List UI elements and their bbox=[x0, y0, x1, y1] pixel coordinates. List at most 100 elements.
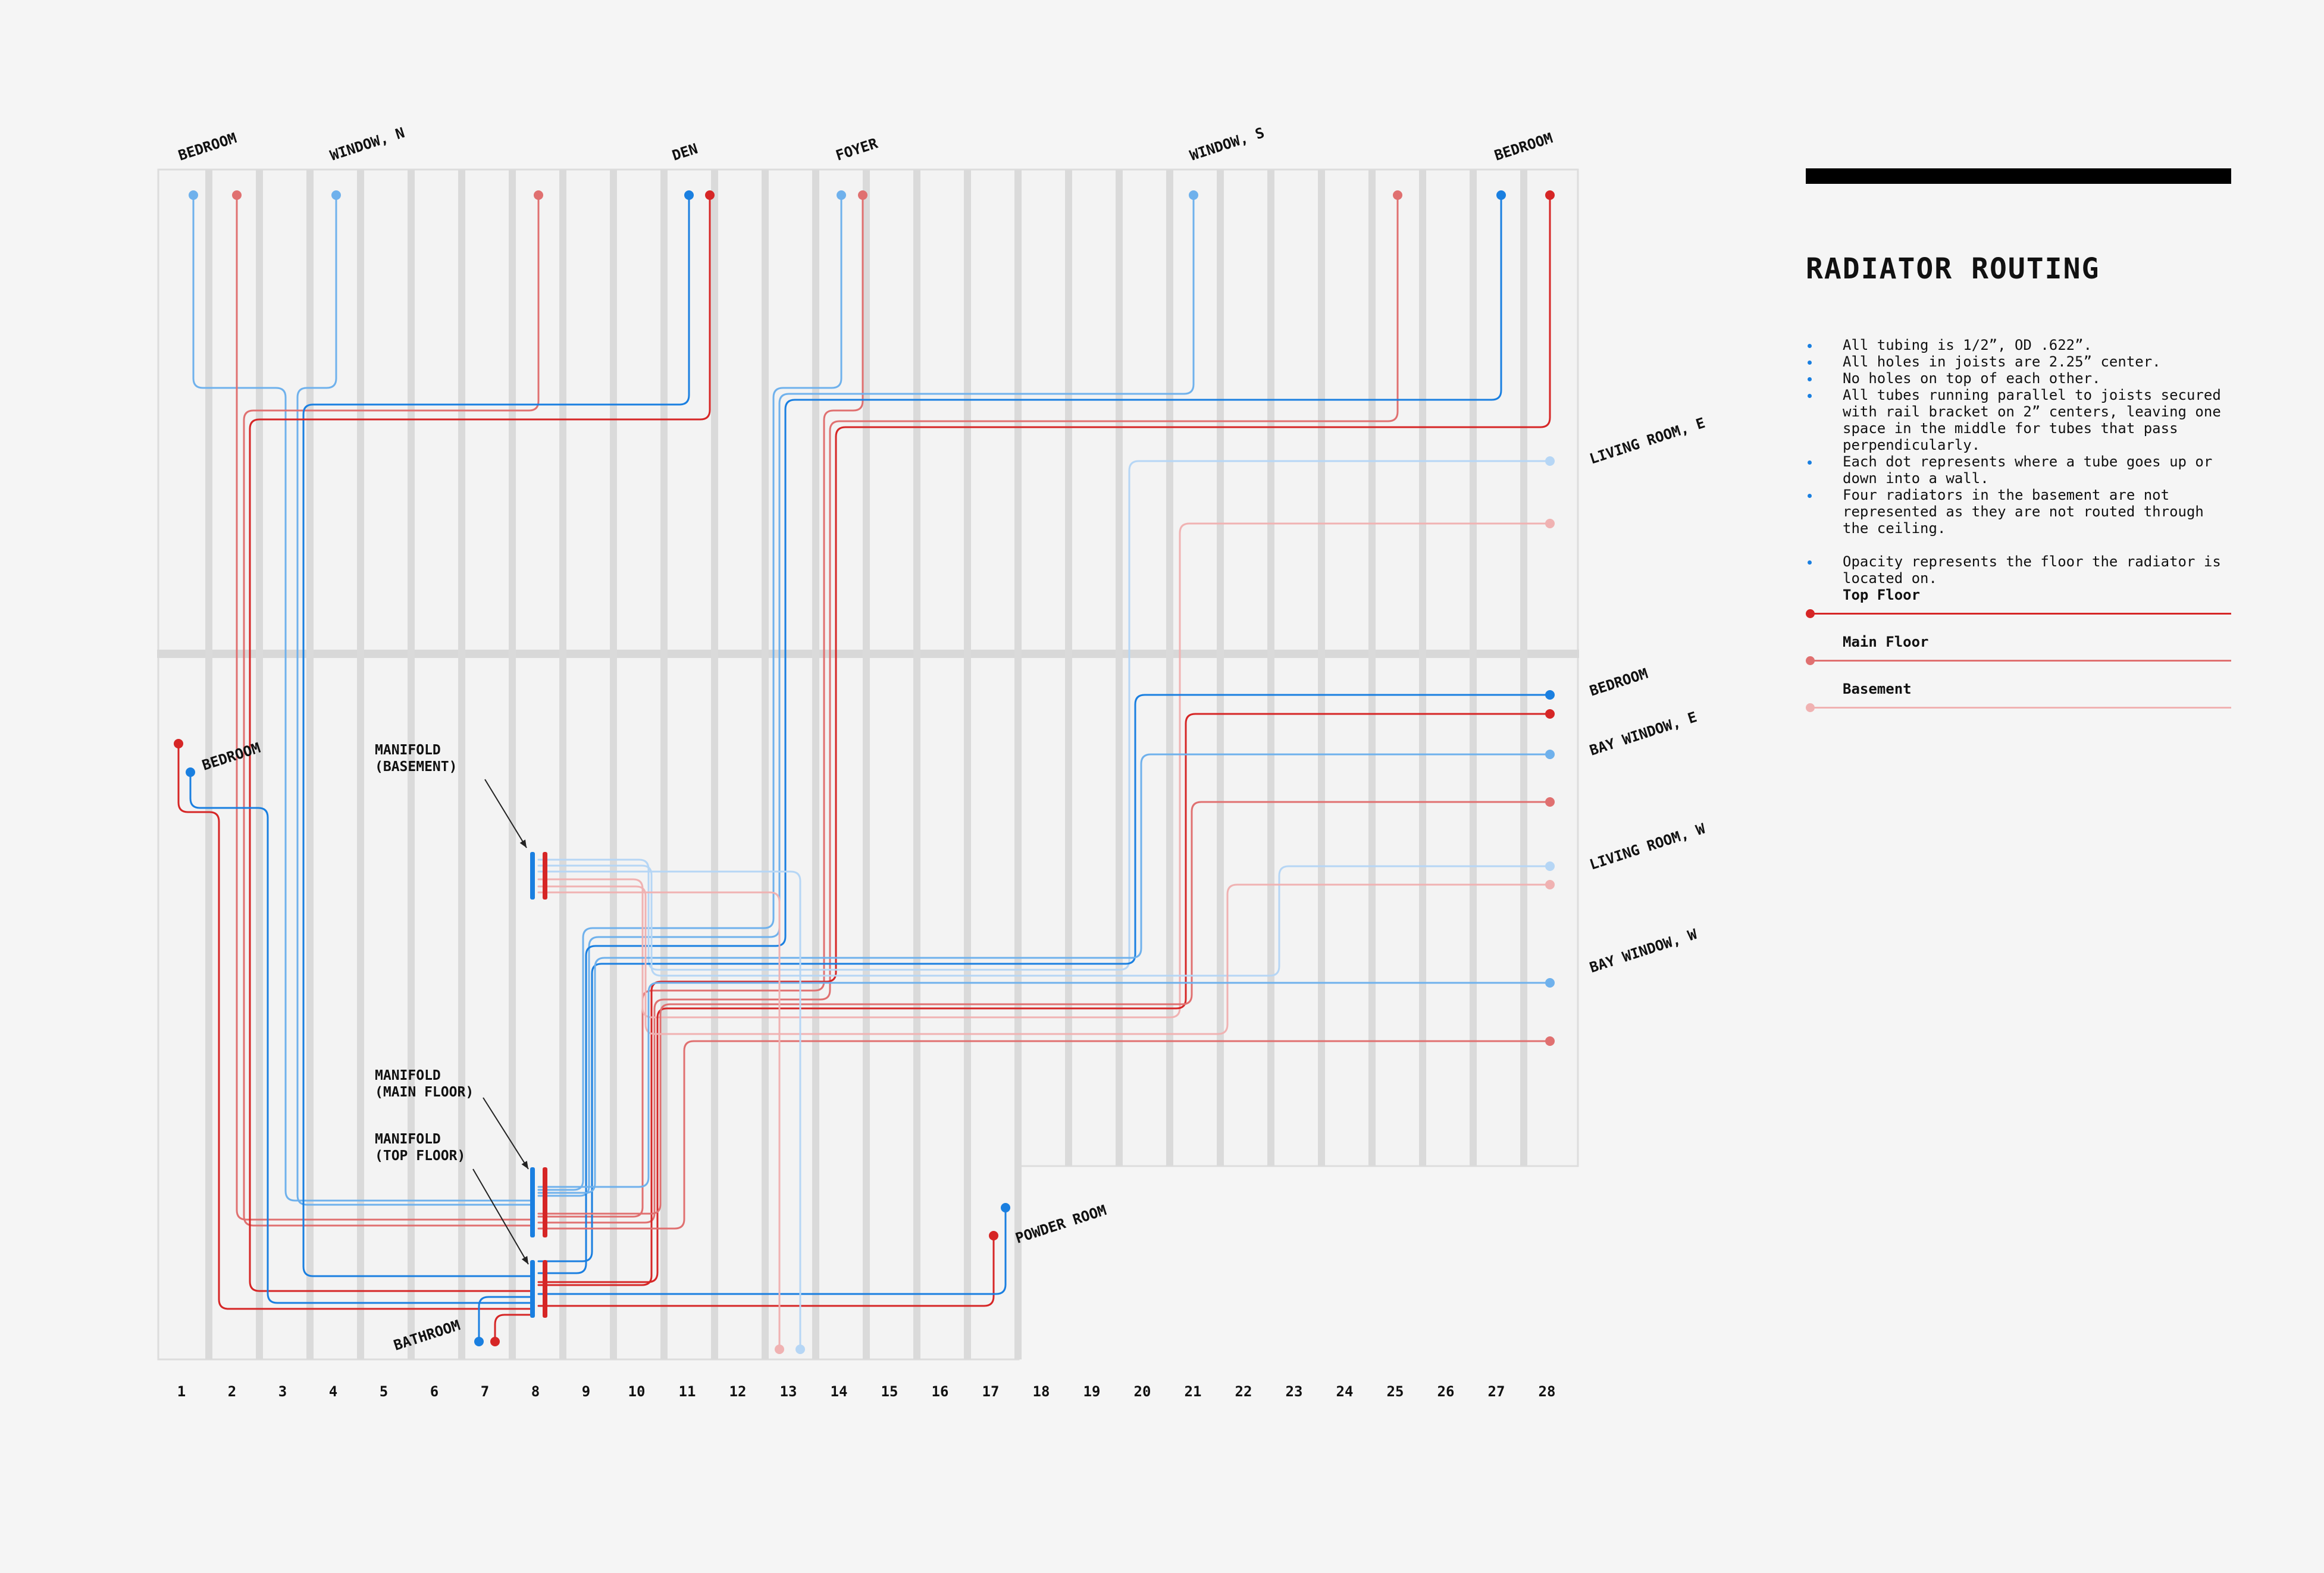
joist-number: 11 bbox=[679, 1383, 696, 1400]
joist-number: 9 bbox=[582, 1383, 590, 1400]
radiator-dot bbox=[705, 190, 715, 200]
joist-number: 27 bbox=[1488, 1383, 1505, 1400]
joist-number: 20 bbox=[1134, 1383, 1151, 1400]
joist bbox=[408, 170, 415, 1359]
room-label-bay-window-e: BAY WINDOW, E bbox=[1587, 709, 1699, 759]
note-item: All tubing is 1/2”, OD .622”. bbox=[1806, 337, 2231, 353]
radiator-dot bbox=[1496, 190, 1506, 200]
radiator-dot bbox=[1545, 880, 1555, 889]
joist-number: 8 bbox=[531, 1383, 540, 1400]
joist-number: 23 bbox=[1286, 1383, 1303, 1400]
joist bbox=[762, 170, 769, 1359]
tube bbox=[537, 460, 1551, 971]
room-label-living-room-e: LIVING ROOM, E bbox=[1587, 415, 1707, 468]
tube bbox=[537, 864, 1551, 977]
manifold-basement-return bbox=[543, 852, 547, 900]
tube bbox=[494, 1314, 534, 1343]
note-item: Opacity represents the floor the radiato… bbox=[1806, 553, 2231, 587]
tube bbox=[537, 883, 1551, 1035]
radiator-dot bbox=[1545, 861, 1555, 871]
tube bbox=[537, 801, 1551, 1215]
tube bbox=[249, 194, 711, 1292]
key-basement: Basement bbox=[1806, 681, 2231, 728]
tube bbox=[537, 194, 864, 1218]
tube bbox=[537, 870, 801, 1350]
key-label: Top Floor bbox=[1843, 587, 1921, 603]
key-dot bbox=[1806, 609, 1815, 618]
tube bbox=[537, 713, 1551, 1283]
radiator-dot bbox=[534, 190, 543, 200]
joist-number: 21 bbox=[1185, 1383, 1202, 1400]
radiator-dot bbox=[331, 190, 341, 200]
radiator-dot bbox=[1001, 1203, 1010, 1212]
joist-number: 13 bbox=[780, 1383, 797, 1400]
joist-number: 3 bbox=[278, 1383, 287, 1400]
room-label-foyer: FOYER bbox=[834, 135, 880, 164]
legend-notes: All tubing is 1/2”, OD .622”. All holes … bbox=[1806, 337, 2231, 587]
annotation-arrow bbox=[483, 1097, 529, 1170]
manifold-top-floor-return bbox=[543, 1260, 547, 1318]
manifold-label-basement: (BASEMENT) bbox=[375, 759, 457, 775]
radiator-dot bbox=[684, 190, 694, 200]
joist-number: 16 bbox=[932, 1383, 949, 1400]
note-item: Four radiators in the basement are not r… bbox=[1806, 487, 2231, 537]
manifold-main-floor-return bbox=[543, 1167, 547, 1237]
manifold-label-basement: MANIFOLD bbox=[375, 742, 441, 758]
key-line bbox=[1811, 707, 2231, 709]
annotation-arrowhead bbox=[521, 1161, 528, 1169]
legend-panel: RADIATOR ROUTING All tubing is 1/2”, OD … bbox=[1806, 168, 2231, 728]
tube bbox=[537, 753, 1551, 1194]
joist-number: 1 bbox=[177, 1383, 186, 1400]
radiator-dot bbox=[232, 190, 242, 200]
manifold-main-floor-supply bbox=[530, 1167, 535, 1237]
joist bbox=[1318, 170, 1325, 1166]
room-label-window-n: WINDOW, N bbox=[328, 124, 406, 164]
key-label: Main Floor bbox=[1843, 634, 1929, 650]
radiator-dot bbox=[1545, 519, 1555, 528]
radiator-dot bbox=[189, 190, 198, 200]
key-line bbox=[1811, 613, 2231, 615]
joist-number: 5 bbox=[380, 1383, 388, 1400]
joist-number: 2 bbox=[228, 1383, 236, 1400]
joist-number: 10 bbox=[628, 1383, 646, 1400]
manifold-label-main-floor: (MAIN FLOOR) bbox=[375, 1085, 474, 1100]
joist bbox=[205, 170, 212, 1359]
radiator-dot bbox=[490, 1337, 500, 1346]
tube bbox=[296, 194, 534, 1206]
annotation-arrowhead bbox=[519, 839, 527, 848]
joist bbox=[1267, 170, 1274, 1166]
tube bbox=[236, 194, 534, 1221]
tube bbox=[537, 891, 781, 1350]
radiator-dot bbox=[1189, 190, 1198, 200]
key-top-floor: Top Floor bbox=[1806, 587, 2231, 634]
joist-number: 25 bbox=[1387, 1383, 1404, 1400]
joist bbox=[863, 170, 870, 1359]
tube bbox=[537, 1040, 1551, 1230]
annotation-arrowhead bbox=[521, 1256, 528, 1264]
key-dot bbox=[1806, 656, 1815, 665]
manifold-basement-supply bbox=[530, 852, 535, 900]
joist bbox=[711, 170, 718, 1359]
joist-number: 18 bbox=[1033, 1383, 1050, 1400]
tube bbox=[243, 194, 540, 1227]
joist-number: 26 bbox=[1437, 1383, 1455, 1400]
radiator-dot bbox=[1545, 190, 1555, 200]
joist bbox=[1014, 170, 1022, 1359]
joist bbox=[1419, 170, 1426, 1166]
radiator-dot bbox=[1545, 1036, 1555, 1046]
joist-number: 17 bbox=[982, 1383, 1000, 1400]
room-label-bedroom-e: BEDROOM bbox=[1587, 665, 1650, 700]
joist bbox=[1368, 170, 1376, 1166]
joist-number: 24 bbox=[1336, 1383, 1354, 1400]
joist bbox=[256, 170, 263, 1359]
tube bbox=[537, 1207, 1007, 1295]
joist bbox=[458, 170, 465, 1359]
radiator-dot bbox=[174, 739, 183, 748]
radiator-dot bbox=[1545, 797, 1555, 807]
room-label-bedroom-ne: BEDROOM bbox=[1492, 130, 1555, 164]
tube bbox=[537, 522, 1551, 1019]
joist-number: 12 bbox=[729, 1383, 747, 1400]
joist bbox=[559, 170, 566, 1359]
room-label-bedroom-nw: BEDROOM bbox=[176, 130, 239, 164]
